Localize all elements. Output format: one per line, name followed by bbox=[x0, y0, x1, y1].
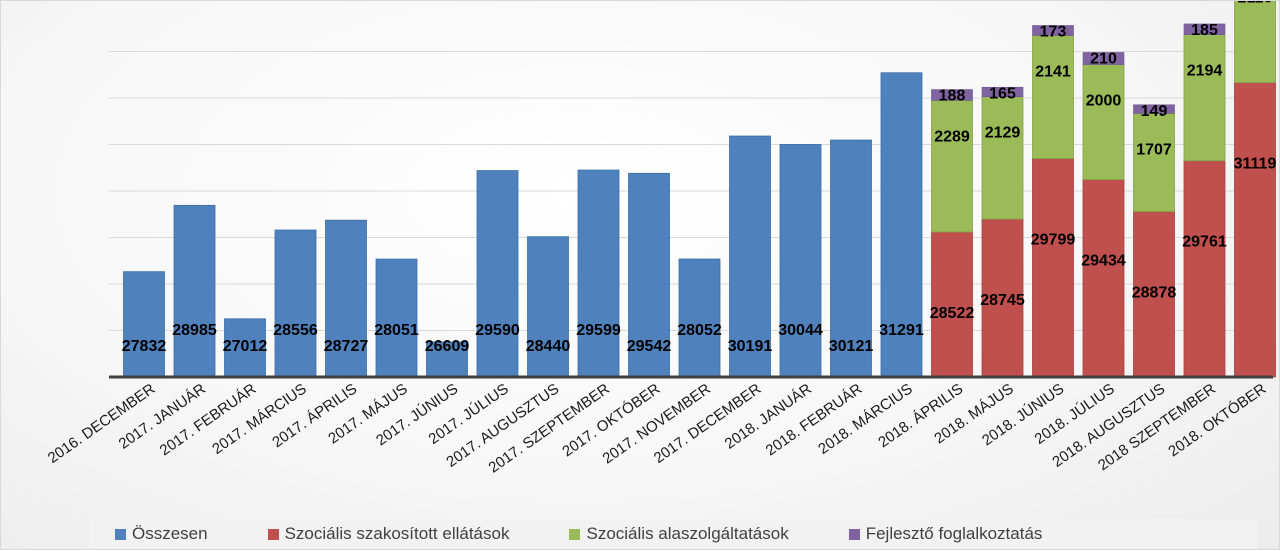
bar-fejleszto-19 bbox=[1082, 52, 1125, 65]
bar-osszesen-10 bbox=[628, 172, 670, 378]
legend-item-fejleszto: Fejlesztő foglalkoztatás bbox=[848, 524, 1043, 544]
data-label-fejleszto-18: 173 bbox=[1040, 24, 1067, 41]
legend-swatch-alapszolgaltatasok bbox=[569, 528, 581, 540]
bars bbox=[123, 1, 1276, 378]
data-label-alapszolgaltatasok-17: 2129 bbox=[985, 125, 1021, 142]
bar-alapszolgaltatasok-21 bbox=[1183, 34, 1226, 162]
data-label-alapszolgaltatasok-18: 2141 bbox=[1035, 63, 1071, 80]
bar-fejleszto-18 bbox=[1032, 25, 1074, 36]
bar-osszesen-13 bbox=[779, 144, 822, 378]
legend-swatch-fejleszto bbox=[848, 528, 860, 540]
data-label-osszesen-9: 29599 bbox=[576, 322, 621, 339]
data-label-fejleszto-21: 185 bbox=[1191, 22, 1218, 39]
bar-alapszolgaltatasok-20 bbox=[1133, 112, 1175, 212]
data-label-osszesen-2: 27012 bbox=[223, 338, 268, 355]
bar-osszesen-7 bbox=[476, 170, 519, 378]
bar-szakositott-16 bbox=[931, 231, 973, 378]
data-label-osszesen-7: 29590 bbox=[475, 322, 520, 339]
bar-fejleszto-16 bbox=[931, 89, 973, 101]
data-label-osszesen-4: 28727 bbox=[324, 338, 369, 355]
data-label-alapszolgaltatasok-21: 2194 bbox=[1187, 63, 1223, 80]
bar-alapszolgaltatasok-19 bbox=[1082, 64, 1125, 180]
data-label-fejleszto-17: 165 bbox=[989, 85, 1016, 102]
bar-fejleszto-21 bbox=[1183, 23, 1226, 35]
bar-osszesen-5 bbox=[375, 258, 418, 378]
bar-osszesen-15 bbox=[880, 72, 923, 378]
data-label-szakositott-22: 31119 bbox=[1234, 156, 1277, 173]
data-label-osszesen-5: 28051 bbox=[374, 322, 419, 339]
bar-osszesen-2 bbox=[224, 318, 266, 378]
bar-osszesen-6 bbox=[426, 341, 468, 378]
data-label-szakositott-20: 28878 bbox=[1132, 285, 1177, 302]
legend: Összesen Szociális szakosított ellátások… bbox=[89, 519, 1257, 549]
legend-label-alapszolgaltatasok: Szociális alaszolgáltatások bbox=[586, 524, 789, 543]
data-label-alapszolgaltatasok-22: 2110 bbox=[1238, 1, 1273, 6]
data-label-osszesen-1: 28985 bbox=[172, 322, 217, 339]
data-label-osszesen-8: 28440 bbox=[526, 338, 571, 355]
bar-alapszolgaltatasok-17 bbox=[981, 96, 1024, 220]
data-label-alapszolgaltatasok-19: 2000 bbox=[1086, 93, 1122, 110]
legend-item-szakositott: Szociális szakosított ellátások bbox=[267, 524, 510, 544]
data-label-osszesen-10: 29542 bbox=[627, 338, 672, 355]
bar-fejleszto-20 bbox=[1133, 104, 1175, 114]
data-label-szakositott-16: 28522 bbox=[930, 305, 975, 322]
x-tick-label-2017-prilis: 2017. ÁPRILIS bbox=[269, 380, 360, 451]
bar-osszesen-1 bbox=[173, 204, 216, 378]
bar-alapszolgaltatasok-22 bbox=[1234, 1, 1276, 84]
bar-szakositott-22 bbox=[1234, 82, 1276, 378]
data-label-osszesen-15: 31291 bbox=[879, 322, 924, 339]
bar-alapszolgaltatasok-18 bbox=[1032, 35, 1074, 159]
data-label-szakositott-19: 29434 bbox=[1081, 253, 1126, 270]
bar-osszesen-12 bbox=[729, 135, 771, 378]
data-labels: 27832 28985 27012 28556 28727 28051 26609 29590… bbox=[122, 1, 1277, 355]
data-label-szakositott-21: 29761 bbox=[1182, 234, 1227, 251]
data-label-szakositott-18: 29799 bbox=[1031, 232, 1076, 249]
bar-osszesen-0 bbox=[123, 271, 165, 378]
x-tick-label-2018-prilis: 2018. ÁPRILIS bbox=[875, 380, 966, 451]
data-label-osszesen-6: 26609 bbox=[425, 338, 470, 355]
data-label-osszesen-12: 30191 bbox=[728, 338, 773, 355]
legend-item-alapszolgaltatasok: Szociális alaszolgáltatások bbox=[569, 524, 789, 544]
data-label-fejleszto-16: 188 bbox=[939, 88, 966, 105]
data-label-fejleszto-19: 210 bbox=[1090, 50, 1117, 67]
data-label-szakositott-17: 28745 bbox=[980, 292, 1025, 309]
legend-label-fejleszto: Fejlesztő foglalkoztatás bbox=[865, 524, 1043, 543]
bar-szakositott-19 bbox=[1082, 179, 1125, 378]
legend-item-osszesen: Összesen bbox=[115, 524, 208, 544]
bar-szakositott-17 bbox=[981, 218, 1024, 378]
data-label-osszesen-3: 28556 bbox=[273, 322, 318, 339]
legend-swatch-szakositott bbox=[267, 528, 279, 540]
bar-osszesen-8 bbox=[527, 236, 569, 378]
legend-label-szakositott: Szociális szakosított ellátások bbox=[284, 524, 510, 543]
data-label-alapszolgaltatasok-20: 1707 bbox=[1136, 141, 1172, 158]
legend-label-osszesen: Összesen bbox=[132, 524, 208, 543]
bar-osszesen-3 bbox=[274, 229, 317, 378]
bar-osszesen-14 bbox=[830, 139, 872, 378]
bar-osszesen-4 bbox=[325, 219, 367, 378]
legend-swatch-osszesen bbox=[115, 528, 126, 540]
bar-alapszolgaltatasok-16 bbox=[931, 99, 973, 233]
bar-fejleszto-17 bbox=[981, 86, 1024, 98]
data-label-osszesen-11: 28052 bbox=[677, 322, 722, 339]
data-label-fejleszto-20: 149 bbox=[1141, 103, 1168, 120]
bar-osszesen-9 bbox=[577, 169, 620, 378]
data-label-osszesen-0: 27832 bbox=[122, 338, 167, 355]
data-label-alapszolgaltatasok-16: 2289 bbox=[934, 128, 970, 145]
bar-szakositott-18 bbox=[1032, 158, 1074, 378]
bar-szakositott-21 bbox=[1183, 160, 1226, 378]
data-label-osszesen-13: 30044 bbox=[778, 322, 823, 339]
bar-osszesen-11 bbox=[678, 258, 721, 378]
data-label-osszesen-14: 30121 bbox=[829, 338, 874, 355]
